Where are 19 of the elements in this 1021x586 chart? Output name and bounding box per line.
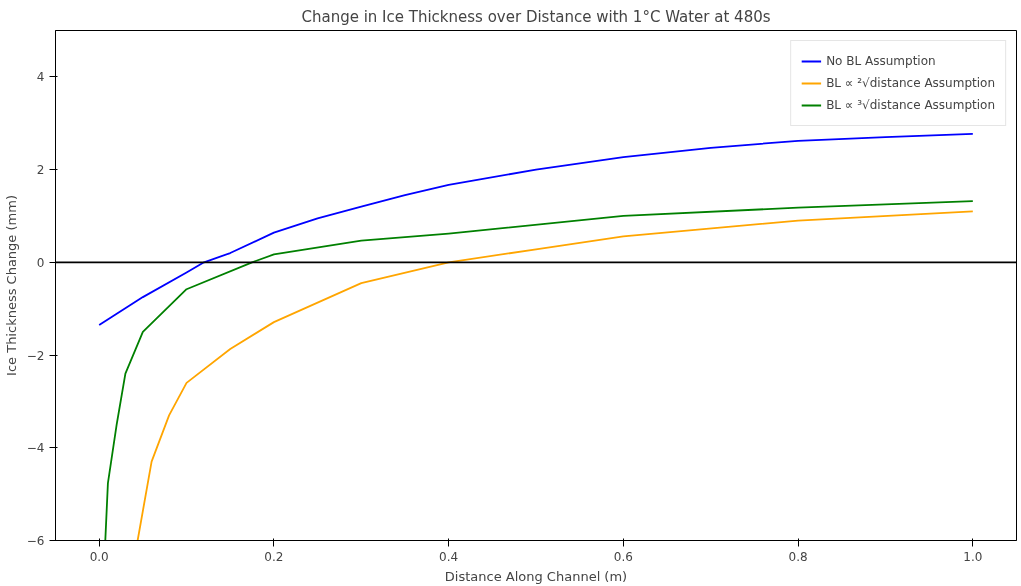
chart-title: Change in Ice Thickness over Distance with 1°C Water at 480s — [301, 7, 771, 26]
legend-label: No BL Assumption — [826, 54, 936, 68]
y-axis-title: Ice Thickness Change (mm) — [3, 195, 19, 376]
line-series — [98, 132, 974, 326]
y-tick-label: 0 — [36, 255, 45, 270]
legend-label: BL ∝ ³√distance Assumption — [826, 98, 995, 112]
x-tick-label: 0.4 — [439, 549, 459, 564]
y-tick-label: −4 — [26, 441, 45, 456]
x-tick-label: 0.2 — [264, 549, 284, 564]
y-tick-label: 4 — [36, 70, 45, 85]
x-tick-label: 0.6 — [613, 549, 633, 564]
y-tick-label: 2 — [36, 163, 45, 178]
x-tick-label: 0.0 — [89, 549, 109, 564]
x-tick-label: 0.8 — [788, 549, 808, 564]
x-tick-label: 1.0 — [963, 549, 983, 564]
legend-label: BL ∝ ²√distance Assumption — [826, 76, 995, 90]
y-tick-label: −6 — [26, 534, 45, 548]
x-axis-title: Distance Along Channel (m) — [444, 568, 628, 584]
y-tick-label: −2 — [26, 348, 45, 363]
